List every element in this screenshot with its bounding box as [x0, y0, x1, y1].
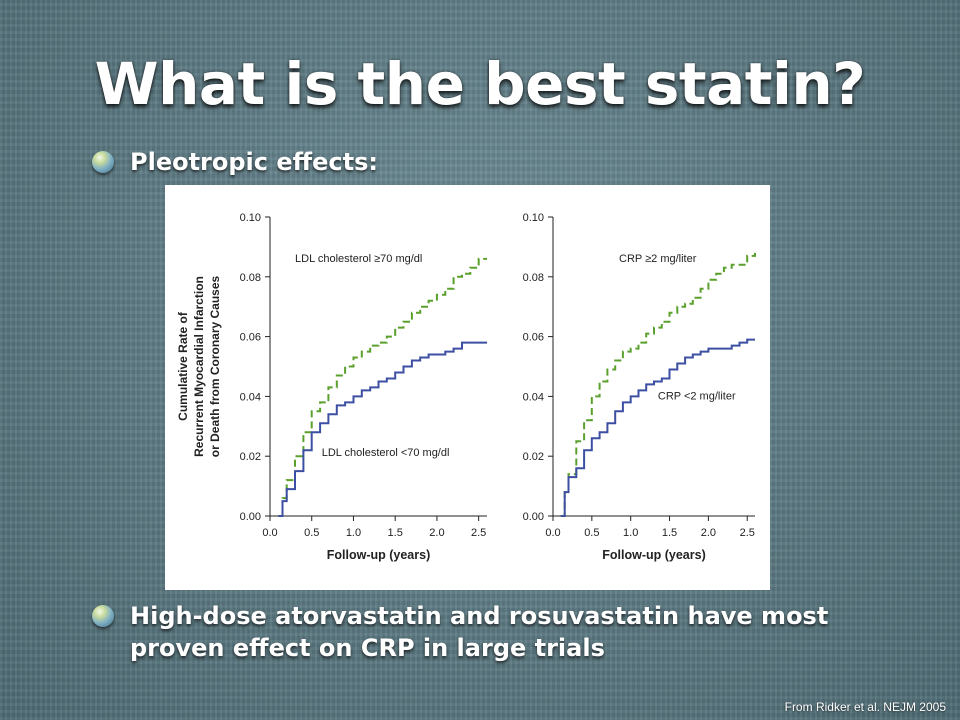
x-tick-label: 0.0	[262, 527, 277, 539]
y-tick-label: 0.02	[240, 451, 261, 463]
x-tick-label: 2.5	[740, 527, 755, 539]
chart-svg: 0.00 0.02 0.04 0.06 0.08 0.10 0.0 0.5 1.0 1.5 2.0 2…	[176, 212, 756, 562]
x-tick-label: 0.0	[545, 527, 560, 539]
x-tick-label: 1.5	[388, 527, 403, 539]
slide-title: What is the best statin?	[94, 50, 866, 118]
y-tick-label: 0.02	[523, 451, 544, 463]
bullet-text: High-dose atorvastatin and rosuvastatin …	[130, 602, 829, 662]
y-tick-label: 0.06	[240, 332, 261, 344]
x-tick-label: 2.5	[471, 527, 486, 539]
y-tick-label: 0.08	[240, 272, 261, 284]
series-annotation: LDL cholesterol <70 mg/dl	[322, 447, 450, 459]
y-tick-label: 0.04	[240, 391, 261, 403]
y-tick-label: 0.00	[523, 511, 544, 523]
series-annotation: CRP ≥2 mg/liter	[619, 253, 697, 265]
x-tick-label: 1.0	[346, 527, 361, 539]
y-tick-label: 0.06	[523, 332, 544, 344]
x-tick-label: 2.0	[429, 527, 444, 539]
x-tick-label: 2.0	[701, 527, 716, 539]
bullet-text: Pleotropic effects:	[130, 148, 378, 176]
globe-bullet-icon	[92, 151, 114, 173]
globe-bullet-icon	[92, 605, 114, 627]
citation: From Ridker et al. NEJM 2005	[784, 700, 946, 714]
x-tick-label: 1.5	[662, 527, 677, 539]
bullet-high-dose-statins: High-dose atorvastatin and rosuvastatin …	[92, 600, 852, 664]
x-tick-label: 1.0	[623, 527, 638, 539]
series-line	[278, 257, 487, 517]
series-line	[560, 252, 756, 517]
y-tick-label: 0.10	[240, 212, 261, 224]
series-annotation: LDL cholesterol ≥70 mg/dl	[295, 253, 422, 265]
series-annotation: CRP <2 mg/liter	[658, 390, 736, 402]
y-tick-label: 0.10	[523, 212, 544, 224]
y-axis-label-line: Cumulative Rate of	[176, 311, 190, 421]
x-tick-label: 0.5	[304, 527, 319, 539]
x-axis-label: Follow-up (years)	[327, 548, 430, 562]
y-tick-label: 0.04	[523, 391, 544, 403]
y-axis-label-line: Recurrent Myocardial Infarction	[192, 276, 206, 457]
x-tick-label: 0.5	[584, 527, 599, 539]
series-line	[560, 338, 755, 517]
y-tick-label: 0.08	[523, 272, 544, 284]
series-line	[278, 341, 487, 517]
y-tick-label: 0.00	[240, 511, 261, 523]
kaplan-meier-figure: 0.00 0.02 0.04 0.06 0.08 0.10 0.0 0.5 1.0 1.5 2.0 2…	[165, 185, 770, 590]
x-axis-label: Follow-up (years)	[602, 548, 705, 562]
bullet-pleotropic-effects: Pleotropic effects:	[92, 146, 378, 178]
y-axis-label-line: or Death from Coronary Causes	[208, 275, 222, 457]
